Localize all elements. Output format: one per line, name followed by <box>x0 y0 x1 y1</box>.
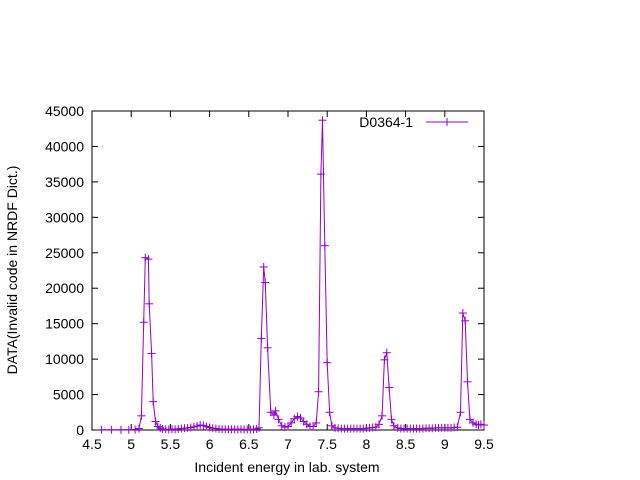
y-tick-label: 20000 <box>45 280 84 296</box>
data-point <box>107 425 116 434</box>
data-point <box>254 423 263 432</box>
y-axis-label: DATA(Invalid code in NRDF Dict.) <box>4 166 20 375</box>
y-tick-label: 5000 <box>53 387 84 403</box>
x-tick-label: 4.5 <box>82 436 102 452</box>
data-point <box>271 406 280 415</box>
y-tick-label: 45000 <box>45 103 84 119</box>
legend-marker <box>443 118 451 126</box>
data-point <box>149 397 158 406</box>
data-point <box>382 348 391 357</box>
series-layer <box>97 116 488 434</box>
y-tick-label: 30000 <box>45 209 84 225</box>
legend-plus-marker <box>443 118 451 126</box>
x-tick-label: 5 <box>127 436 135 452</box>
y-tick-label: 10000 <box>45 351 84 367</box>
x-tick-label: 6 <box>206 436 214 452</box>
data-point <box>456 408 465 417</box>
data-point <box>374 420 383 429</box>
x-tick-label: 7 <box>284 436 292 452</box>
data-point <box>137 411 146 420</box>
x-tick-label: 8.5 <box>396 436 416 452</box>
data-point <box>480 421 488 430</box>
x-tick-label: 9 <box>441 436 449 452</box>
y-axis-ticks: 0 5000 10000 15000 20000 25000 30000 35000 40000… <box>45 103 484 438</box>
data-point <box>323 358 332 367</box>
data-point <box>378 411 387 420</box>
data-point <box>387 415 396 424</box>
data-point <box>144 255 153 264</box>
data-point <box>259 262 268 271</box>
y-tick-label: 15000 <box>45 316 84 332</box>
legend-label: D0364-1 <box>359 114 413 130</box>
y-tick-label: 35000 <box>45 174 84 190</box>
legend: D0364-1 <box>359 114 468 130</box>
data-point <box>269 411 278 420</box>
x-axis-ticks: 4.5 5 5.5 6 6.5 7 7.5 8 8.5 9 9.5 <box>82 111 494 452</box>
data-point <box>263 343 272 352</box>
data-point <box>274 415 283 424</box>
y-tick-label: 25000 <box>45 245 84 261</box>
x-tick-label: 9.5 <box>474 436 494 452</box>
data-point <box>385 383 394 392</box>
data-point <box>453 423 462 432</box>
data-point <box>312 418 321 427</box>
data-point <box>314 387 323 396</box>
data-point <box>461 316 470 325</box>
data-point <box>131 425 140 434</box>
data-point <box>325 408 334 417</box>
x-axis-label: Incident energy in lab. system <box>194 459 379 475</box>
x-tick-label: 7.5 <box>317 436 337 452</box>
x-tick-label: 6.5 <box>239 436 259 452</box>
x-tick-label: 5.5 <box>161 436 181 452</box>
data-point <box>151 417 160 426</box>
data-point <box>320 241 329 250</box>
data-point <box>135 424 144 433</box>
x-tick-label: 8 <box>363 436 371 452</box>
data-point <box>463 377 472 386</box>
data-point <box>318 116 327 125</box>
data-point <box>97 425 106 434</box>
data-point <box>257 334 266 343</box>
data-point <box>287 418 296 427</box>
y-tick-label: 0 <box>76 422 84 438</box>
y-tick-label: 40000 <box>45 138 84 154</box>
data-point <box>316 170 325 179</box>
data-point <box>139 318 148 327</box>
data-point <box>147 349 156 358</box>
data-point <box>145 299 154 308</box>
data-point <box>458 309 467 318</box>
data-point <box>261 278 270 287</box>
data-point <box>380 355 389 364</box>
data-point <box>117 425 126 434</box>
data-point <box>389 421 398 430</box>
